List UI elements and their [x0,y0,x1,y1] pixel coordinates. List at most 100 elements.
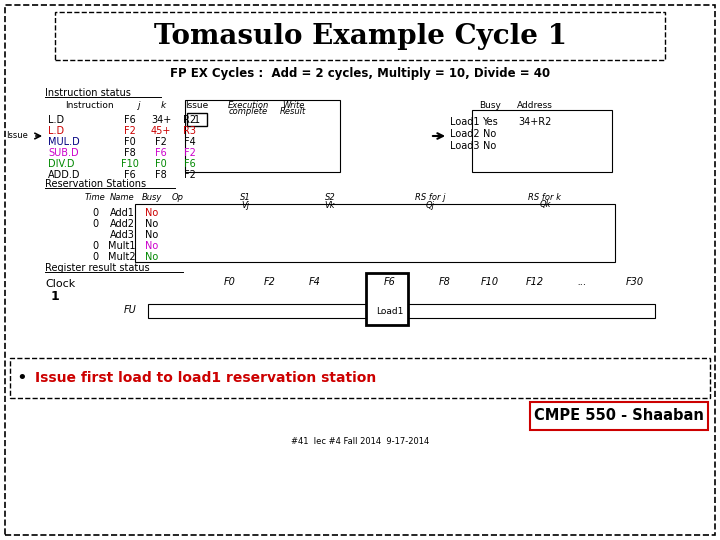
Text: FU: FU [124,305,136,315]
Text: 0: 0 [92,241,98,251]
Text: L.D: L.D [48,115,64,125]
Text: F0: F0 [155,159,167,169]
Text: F6: F6 [124,170,136,180]
Text: ...: ... [577,277,587,287]
Bar [187,113,207,126]
Text: Op: Op [172,192,184,201]
Bar [366,273,408,325]
Text: F6: F6 [155,148,167,158]
Text: Load2: Load2 [450,129,480,139]
Text: S2: S2 [325,192,336,201]
Bar [530,402,708,430]
Bar [148,304,655,318]
Text: Result: Result [280,107,306,117]
Text: Instruction status: Instruction status [45,88,131,98]
Text: Mult2: Mult2 [108,252,136,262]
Text: F6: F6 [384,277,396,287]
Text: Issue: Issue [6,132,28,140]
Text: #41  lec #4 Fall 2014  9-17-2014: #41 lec #4 Fall 2014 9-17-2014 [291,437,429,447]
Text: No: No [145,241,158,251]
Text: ADD.D: ADD.D [48,170,81,180]
Text: F12: F12 [526,277,544,287]
Text: Reservation Stations: Reservation Stations [45,179,146,189]
Text: j: j [137,100,139,110]
Text: No: No [483,141,497,151]
Text: 0: 0 [92,252,98,262]
Text: R2: R2 [184,115,197,125]
Text: Instruction: Instruction [65,100,114,110]
Text: F4: F4 [184,137,196,147]
Text: F0: F0 [224,277,236,287]
Text: F8: F8 [155,170,167,180]
Bar [185,100,340,172]
Text: Execution: Execution [228,100,269,110]
Text: S1: S1 [240,192,251,201]
Text: Issue: Issue [185,100,209,110]
Text: k: k [161,100,166,110]
Text: No: No [483,129,497,139]
Text: Load1: Load1 [450,117,480,127]
Text: Add3: Add3 [109,230,135,240]
Text: Register result status: Register result status [45,263,150,273]
Bar [135,204,615,262]
Text: Qj: Qj [426,200,434,210]
Text: No: No [145,208,158,218]
Text: R3: R3 [184,126,197,136]
Text: F10: F10 [481,277,499,287]
Text: MUL.D: MUL.D [48,137,80,147]
Text: No: No [145,252,158,262]
Text: F0: F0 [124,137,136,147]
Text: Yes: Yes [482,117,498,127]
Text: Busy: Busy [479,100,501,110]
Text: Tomasulo Example Cycle 1: Tomasulo Example Cycle 1 [153,23,567,50]
Text: 1: 1 [194,115,200,125]
Text: Qk: Qk [539,200,551,210]
Text: F2: F2 [124,126,136,136]
Text: F4: F4 [309,277,321,287]
Text: complete: complete [228,107,268,117]
Text: Name: Name [109,192,135,201]
Text: F2: F2 [184,148,196,158]
Text: F2: F2 [264,277,276,287]
Text: Mult1: Mult1 [108,241,136,251]
Text: RS for k: RS for k [528,192,562,201]
Text: F6: F6 [124,115,136,125]
Text: Vk: Vk [325,200,336,210]
Text: Address: Address [517,100,553,110]
Text: 45+: 45+ [150,126,171,136]
Text: Vj: Vj [241,200,249,210]
Text: F2: F2 [155,137,167,147]
Text: 0: 0 [92,219,98,229]
Text: Load1: Load1 [377,307,404,315]
Text: F6: F6 [184,159,196,169]
Bar [55,12,665,60]
Text: Write: Write [282,100,304,110]
Bar [472,110,612,172]
Text: No: No [145,219,158,229]
Text: Time: Time [85,192,105,201]
Text: 1: 1 [50,291,59,303]
Text: L.D: L.D [48,126,64,136]
Text: F8: F8 [124,148,136,158]
Text: Busy: Busy [142,192,162,201]
Text: F10: F10 [121,159,139,169]
Bar [10,358,710,398]
Text: Load3: Load3 [450,141,480,151]
Text: FP EX Cycles :  Add = 2 cycles, Multiply = 10, Divide = 40: FP EX Cycles : Add = 2 cycles, Multiply … [170,66,550,79]
Text: Issue first load to load1 reservation station: Issue first load to load1 reservation st… [35,371,377,385]
Text: SUB.D: SUB.D [48,148,78,158]
Text: F2: F2 [184,170,196,180]
Text: 0: 0 [92,208,98,218]
Text: •: • [17,369,27,387]
Text: No: No [145,230,158,240]
Text: Add1: Add1 [109,208,135,218]
Text: F8: F8 [439,277,451,287]
Text: Clock: Clock [45,279,76,289]
Text: DIV.D: DIV.D [48,159,74,169]
Text: RS for j: RS for j [415,192,445,201]
Text: 34+R2: 34+R2 [518,117,552,127]
Text: 34+: 34+ [151,115,171,125]
Text: CMPE 550 - Shaaban: CMPE 550 - Shaaban [534,408,704,423]
Text: Add2: Add2 [109,219,135,229]
Text: F30: F30 [626,277,644,287]
